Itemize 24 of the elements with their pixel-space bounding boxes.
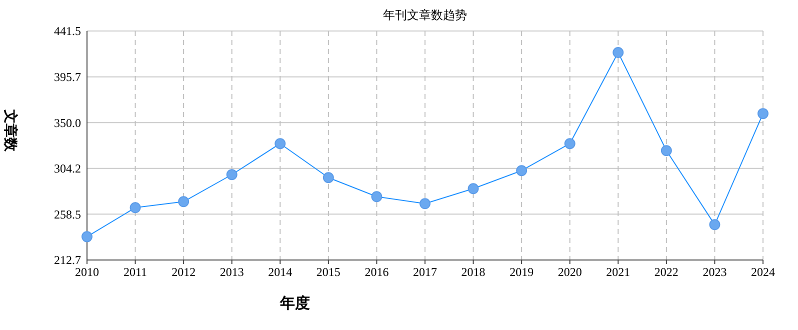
y-tick-label: 350.0 xyxy=(54,116,81,130)
y-tick-label: 258.5 xyxy=(54,207,81,222)
x-tick-label: 2019 xyxy=(510,265,534,279)
x-tick-label: 2020 xyxy=(558,265,582,279)
y-tick-label: 441.5 xyxy=(54,24,81,38)
x-tick-label: 2021 xyxy=(606,265,630,279)
y-axis-title: 文章数 xyxy=(2,108,19,152)
x-tick-label: 2017 xyxy=(413,265,437,279)
y-tick-label: 395.7 xyxy=(54,70,81,84)
y-tick-label: 212.7 xyxy=(54,253,81,268)
x-tick-label: 2024 xyxy=(751,265,775,279)
y-tick-label: 304.2 xyxy=(54,162,81,176)
x-tick-label: 2011 xyxy=(124,265,148,279)
x-tick-label: 2013 xyxy=(220,265,244,279)
x-tick-label: 2014 xyxy=(268,265,292,279)
x-axis-title: 年度 xyxy=(279,294,310,312)
x-tick-label: 2016 xyxy=(364,265,389,279)
x-tick-label: 2012 xyxy=(172,265,196,279)
x-tick-label: 2022 xyxy=(654,265,678,279)
chart-title: 年刊文章数趋势 xyxy=(383,8,467,22)
x-tick-label: 2018 xyxy=(461,265,486,279)
x-tick-label: 2010 xyxy=(75,265,99,279)
x-tick-label: 2015 xyxy=(316,265,340,279)
x-tick-label: 2023 xyxy=(702,265,727,279)
